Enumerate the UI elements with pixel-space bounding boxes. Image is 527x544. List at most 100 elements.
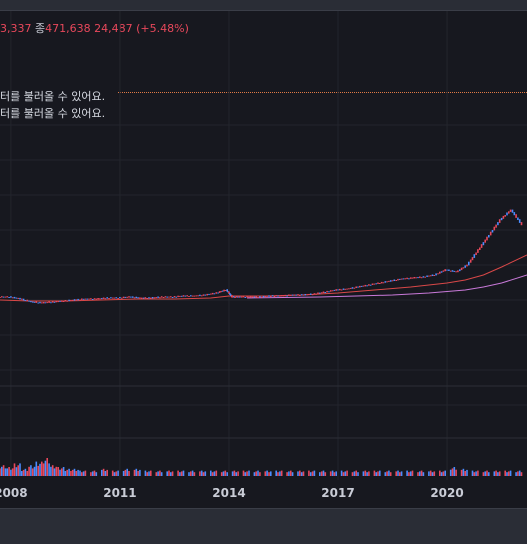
candle bbox=[306, 294, 308, 296]
volume-bar bbox=[475, 471, 477, 476]
candle bbox=[408, 278, 410, 280]
volume-bar bbox=[270, 471, 272, 476]
volume-bar bbox=[71, 469, 74, 476]
candle bbox=[66, 300, 68, 302]
candle bbox=[346, 288, 348, 290]
candle bbox=[124, 296, 127, 298]
candle bbox=[411, 277, 414, 279]
volume-bar bbox=[299, 470, 301, 476]
volume-bar bbox=[51, 465, 54, 476]
candle bbox=[511, 209, 514, 213]
volume-bar bbox=[137, 471, 139, 476]
volume-bar bbox=[21, 471, 23, 476]
ma-long-line bbox=[247, 274, 527, 299]
volume-bar bbox=[124, 469, 127, 476]
candle bbox=[99, 298, 101, 300]
volume-bar bbox=[122, 471, 125, 476]
candle bbox=[250, 296, 252, 298]
candle bbox=[439, 271, 441, 274]
candle bbox=[199, 294, 201, 297]
volume-bar bbox=[200, 470, 203, 476]
volume-bar bbox=[168, 470, 170, 476]
candle bbox=[464, 265, 466, 268]
candle bbox=[495, 224, 497, 228]
chart-area[interactable] bbox=[0, 11, 527, 508]
candle bbox=[133, 297, 136, 299]
x-tick-label: 2020 bbox=[430, 486, 463, 500]
candle bbox=[340, 289, 343, 291]
candle bbox=[186, 295, 188, 297]
candle bbox=[234, 297, 236, 298]
candle bbox=[344, 288, 347, 290]
volume-bar bbox=[520, 472, 523, 476]
candle bbox=[13, 296, 16, 299]
candle bbox=[228, 291, 230, 294]
bottom-toolbar bbox=[0, 508, 527, 544]
volume-bar bbox=[182, 470, 185, 476]
candle bbox=[95, 298, 98, 300]
candle bbox=[162, 297, 165, 298]
candle bbox=[339, 288, 341, 291]
candle bbox=[68, 299, 70, 302]
candle bbox=[317, 292, 319, 294]
candle bbox=[137, 297, 139, 299]
candle bbox=[518, 219, 521, 223]
candle bbox=[191, 295, 194, 297]
volume-bar bbox=[13, 463, 16, 476]
volume-bar bbox=[397, 470, 399, 476]
volume-bar bbox=[439, 470, 441, 476]
candle bbox=[266, 295, 268, 297]
candle bbox=[482, 242, 485, 246]
candle bbox=[246, 296, 248, 298]
candle bbox=[86, 298, 88, 300]
candle bbox=[326, 290, 328, 293]
candle bbox=[442, 270, 445, 272]
candle bbox=[500, 217, 503, 221]
candle bbox=[70, 299, 72, 301]
candle bbox=[302, 294, 305, 296]
candle bbox=[91, 299, 94, 300]
candle bbox=[509, 209, 512, 212]
volume-bar bbox=[133, 469, 136, 476]
volume-bar bbox=[379, 470, 381, 476]
volume-bar bbox=[35, 461, 38, 476]
volume-bar bbox=[353, 471, 356, 476]
candle bbox=[1, 296, 3, 298]
volume-bar bbox=[384, 472, 387, 476]
candle bbox=[101, 298, 103, 300]
candle bbox=[42, 302, 45, 304]
candle bbox=[299, 295, 301, 296]
candle bbox=[486, 236, 488, 241]
candle bbox=[308, 294, 310, 296]
volume-bar bbox=[515, 472, 517, 476]
candle bbox=[24, 300, 27, 301]
candle bbox=[293, 294, 296, 296]
candle bbox=[429, 275, 432, 277]
load-data-message-2: 터를 불러올 수 있어요. bbox=[0, 107, 106, 120]
candle bbox=[304, 294, 307, 296]
price-reference-line bbox=[118, 92, 527, 93]
volume-bar bbox=[37, 465, 39, 476]
volume-bar bbox=[128, 471, 130, 476]
volume-bar bbox=[373, 470, 376, 476]
candle bbox=[62, 301, 65, 302]
volume-bar bbox=[150, 470, 152, 476]
candle bbox=[171, 297, 174, 298]
candle bbox=[488, 235, 490, 238]
candle bbox=[175, 296, 178, 298]
volume-bar bbox=[255, 471, 257, 476]
volume-bar bbox=[8, 467, 10, 476]
candle bbox=[455, 271, 457, 273]
volume-bar bbox=[226, 472, 228, 476]
candle bbox=[208, 293, 210, 295]
volume-bar bbox=[159, 470, 161, 476]
candle bbox=[288, 294, 290, 296]
volume-bar bbox=[222, 471, 225, 476]
candle bbox=[324, 292, 327, 293]
candle bbox=[406, 277, 408, 280]
candle bbox=[270, 296, 272, 297]
volume-bar bbox=[449, 469, 452, 476]
volume-bar bbox=[517, 471, 519, 476]
volume-bar bbox=[190, 471, 192, 476]
candle bbox=[159, 297, 161, 299]
